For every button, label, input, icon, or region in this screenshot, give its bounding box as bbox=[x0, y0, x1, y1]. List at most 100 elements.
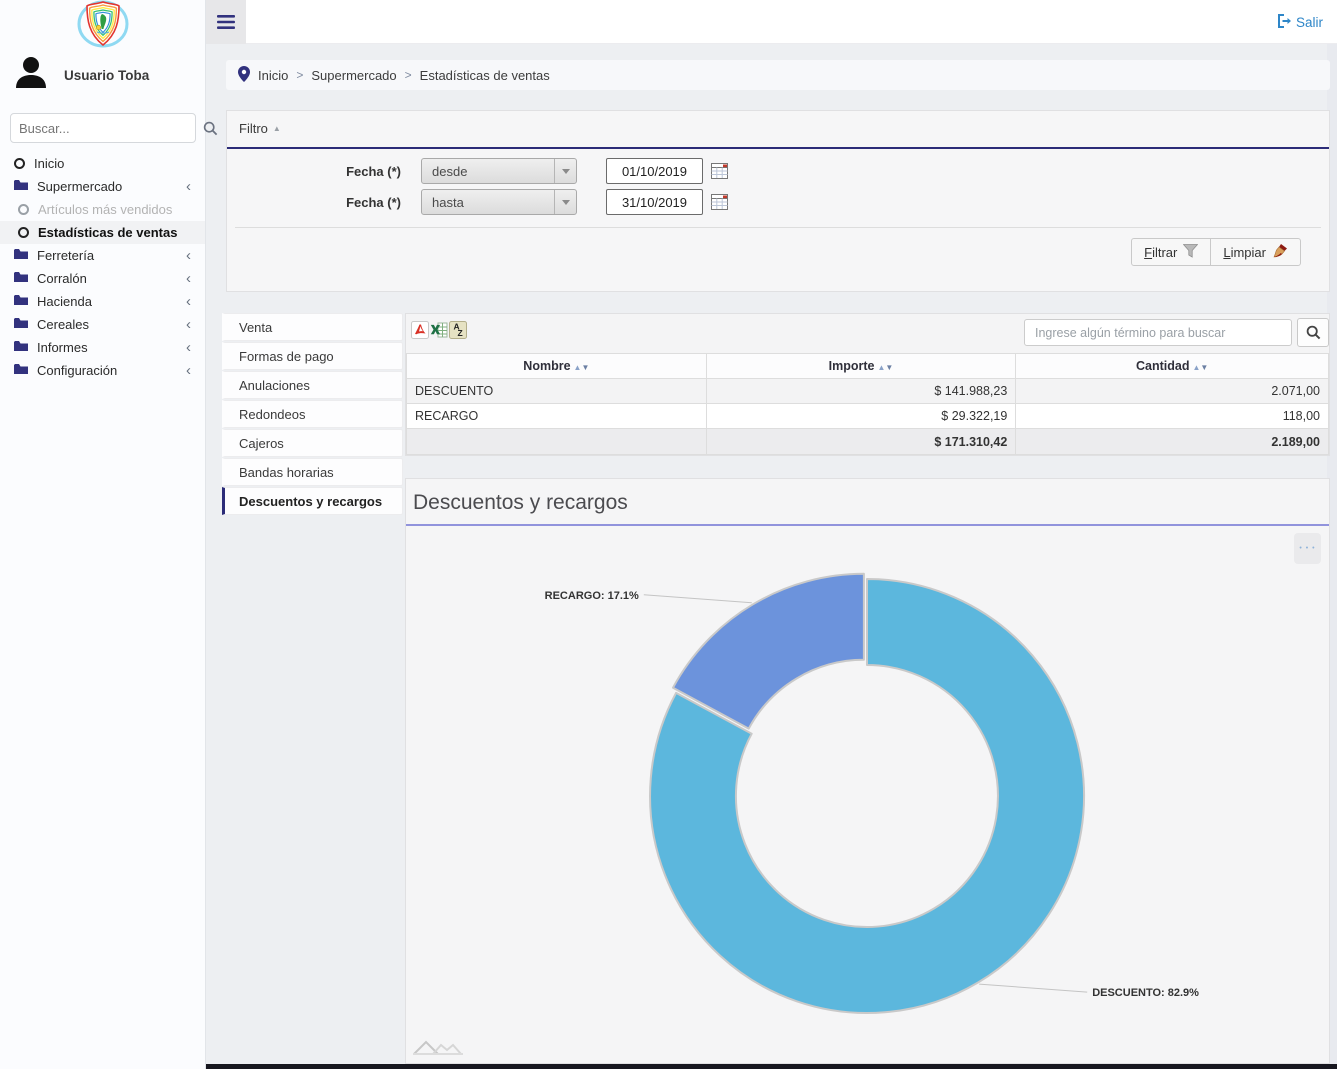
sidebar-item-configuracion[interactable]: Configuración ‹ bbox=[0, 359, 205, 382]
filter-buttons: Filtrar Limpiar bbox=[1131, 238, 1301, 266]
table-search-button[interactable] bbox=[1297, 318, 1329, 347]
tab-venta[interactable]: Venta bbox=[222, 313, 403, 341]
tab-anulaciones[interactable]: Anulaciones bbox=[222, 371, 403, 399]
filter-panel: Filtro ▲ Fecha (*) desde Fecha (*) hasta bbox=[226, 110, 1330, 292]
chart-title: Descuentos y recargos bbox=[413, 491, 628, 515]
cell-nombre: RECARGO bbox=[407, 404, 707, 429]
sort-desc-icon: ▼ bbox=[885, 363, 893, 372]
search-icon[interactable] bbox=[203, 121, 218, 136]
tab-bandas-horarias[interactable]: Bandas horarias bbox=[222, 458, 403, 486]
breadcrumb-supermercado[interactable]: Supermercado bbox=[311, 68, 396, 83]
user-info: Usuario Toba bbox=[12, 54, 149, 97]
cell-total-importe: $ 171.310,42 bbox=[706, 429, 1016, 455]
fecha-hasta-select[interactable]: hasta bbox=[421, 189, 577, 215]
tab-redondeos[interactable]: Redondeos bbox=[222, 400, 403, 428]
cell-cantidad: 2.071,00 bbox=[1016, 379, 1329, 404]
donut-slice-recargo[interactable] bbox=[673, 574, 864, 729]
filter-collapse-header[interactable]: Filtro ▲ bbox=[227, 111, 1329, 145]
sidebar-item-corralon[interactable]: Corralón ‹ bbox=[0, 267, 205, 290]
fecha-desde-input[interactable] bbox=[606, 158, 703, 184]
user-avatar bbox=[12, 54, 50, 97]
calendar-icon bbox=[711, 162, 728, 179]
chevron-left-icon: ‹ bbox=[186, 340, 191, 355]
tab-cajeros[interactable]: Cajeros bbox=[222, 429, 403, 457]
table-row-recargo: RECARGO $ 29.322,19 118,00 bbox=[407, 404, 1329, 429]
table-toolbar: AZ bbox=[406, 314, 1329, 353]
filtrar-button[interactable]: Filtrar bbox=[1131, 238, 1211, 266]
chevron-left-icon: ‹ bbox=[186, 179, 191, 194]
logout-button[interactable]: Salir bbox=[1277, 0, 1323, 44]
tab-descuentos-y-recargos[interactable]: Descuentos y recargos bbox=[222, 487, 403, 515]
select-chevron-icon bbox=[554, 190, 576, 214]
main-content: Inicio > Supermercado > Estadísticas de … bbox=[206, 44, 1337, 1064]
filter-row-fecha-hasta: Fecha (*) hasta bbox=[227, 189, 1329, 216]
chart-title-underline bbox=[406, 524, 1329, 526]
folder-icon bbox=[14, 294, 28, 309]
folder-icon bbox=[14, 340, 28, 355]
results-panel: AZ Nombre▲▼ Importe▲▼ Cantidad▲▼ bbox=[405, 313, 1330, 456]
export-pdf-icon[interactable] bbox=[411, 321, 429, 339]
donut-label-descuento: DESCUENTO: 82.9% bbox=[1092, 987, 1199, 999]
select-chevron-icon bbox=[554, 159, 576, 183]
sidebar-item-cereales[interactable]: Cereales ‹ bbox=[0, 313, 205, 336]
table-search-input[interactable] bbox=[1024, 319, 1292, 346]
sidebar-item-supermercado[interactable]: Supermercado ‹ bbox=[0, 175, 205, 198]
sidebar-item-estadisticas-de-ventas[interactable]: Estadísticas de ventas bbox=[0, 221, 205, 244]
donut-label-recargo: RECARGO: 17.1% bbox=[545, 590, 639, 602]
circle-icon bbox=[18, 227, 29, 238]
filter-divider bbox=[227, 147, 1329, 149]
chart-navigator-icon[interactable] bbox=[411, 1037, 469, 1057]
tab-formas-de-pago[interactable]: Formas de pago bbox=[222, 342, 403, 370]
donut-chart[interactable]: DESCUENTO: 82.9% RECARGO: 17.1% bbox=[406, 479, 1331, 1065]
sidebar-item-ferreteria[interactable]: Ferretería ‹ bbox=[0, 244, 205, 267]
breadcrumb-inicio[interactable]: Inicio bbox=[258, 68, 288, 83]
cell-total-cantidad: 2.189,00 bbox=[1016, 429, 1329, 455]
fecha-hasta-calendar-button[interactable] bbox=[711, 193, 729, 211]
funnel-icon bbox=[1183, 244, 1198, 261]
circle-icon bbox=[18, 204, 29, 215]
filter-row-fecha-desde: Fecha (*) desde bbox=[227, 158, 1329, 185]
chevron-left-icon: ‹ bbox=[186, 271, 191, 286]
chevron-left-icon: ‹ bbox=[186, 294, 191, 309]
breadcrumb-separator: > bbox=[296, 68, 303, 82]
label-leader-line bbox=[979, 984, 1087, 992]
sort-az-icon[interactable]: AZ bbox=[449, 321, 467, 339]
svg-text:Z: Z bbox=[458, 328, 463, 338]
sidebar-item-informes[interactable]: Informes ‹ bbox=[0, 336, 205, 359]
label-leader-line bbox=[644, 595, 752, 603]
cell-nombre: DESCUENTO bbox=[407, 379, 707, 404]
sidebar-search-input[interactable] bbox=[11, 121, 203, 136]
limpiar-button[interactable]: Limpiar bbox=[1210, 238, 1301, 266]
sidebar-item-inicio[interactable]: Inicio bbox=[0, 152, 205, 175]
chart-panel: Descuentos y recargos • • • DESCUENTO: 8… bbox=[405, 478, 1330, 1064]
footer-bar bbox=[206, 1064, 1337, 1069]
chart-menu-button[interactable]: • • • bbox=[1294, 533, 1321, 564]
folder-icon bbox=[14, 271, 28, 286]
sidebar-toggle-button[interactable] bbox=[206, 0, 246, 44]
map-pin-icon bbox=[238, 66, 250, 85]
column-header-cantidad[interactable]: Cantidad▲▼ bbox=[1016, 354, 1329, 379]
cell-importe: $ 29.322,19 bbox=[706, 404, 1016, 429]
fecha-desde-select[interactable]: desde bbox=[421, 158, 577, 184]
sidebar: Usuario Toba Inicio Supermercado ‹ Artíc… bbox=[0, 0, 206, 1069]
sort-desc-icon: ▼ bbox=[581, 363, 589, 372]
fecha-hasta-input[interactable] bbox=[606, 189, 703, 215]
sidebar-item-hacienda[interactable]: Hacienda ‹ bbox=[0, 290, 205, 313]
brush-icon bbox=[1272, 243, 1288, 261]
sidebar-item-articulos-mas-vendidos[interactable]: Artículos más vendidos bbox=[0, 198, 205, 221]
fecha-desde-calendar-button[interactable] bbox=[711, 162, 729, 180]
sidebar-search bbox=[10, 113, 196, 143]
filter-title: Filtro bbox=[239, 121, 268, 136]
app-logo-icon bbox=[77, 0, 129, 53]
column-header-nombre[interactable]: Nombre▲▼ bbox=[407, 354, 707, 379]
column-header-importe[interactable]: Importe▲▼ bbox=[706, 354, 1016, 379]
folder-icon bbox=[14, 363, 28, 378]
cell-cantidad: 118,00 bbox=[1016, 404, 1329, 429]
table-row-descuento: DESCUENTO $ 141.988,23 2.071,00 bbox=[407, 379, 1329, 404]
cell-total-empty bbox=[407, 429, 707, 455]
sidebar-menu: Inicio Supermercado ‹ Artículos más vend… bbox=[0, 152, 205, 382]
export-excel-icon[interactable] bbox=[430, 321, 448, 339]
collapse-triangle-icon: ▲ bbox=[273, 124, 281, 133]
calendar-icon bbox=[711, 193, 728, 210]
fecha-desde-label: Fecha (*) bbox=[227, 158, 401, 185]
